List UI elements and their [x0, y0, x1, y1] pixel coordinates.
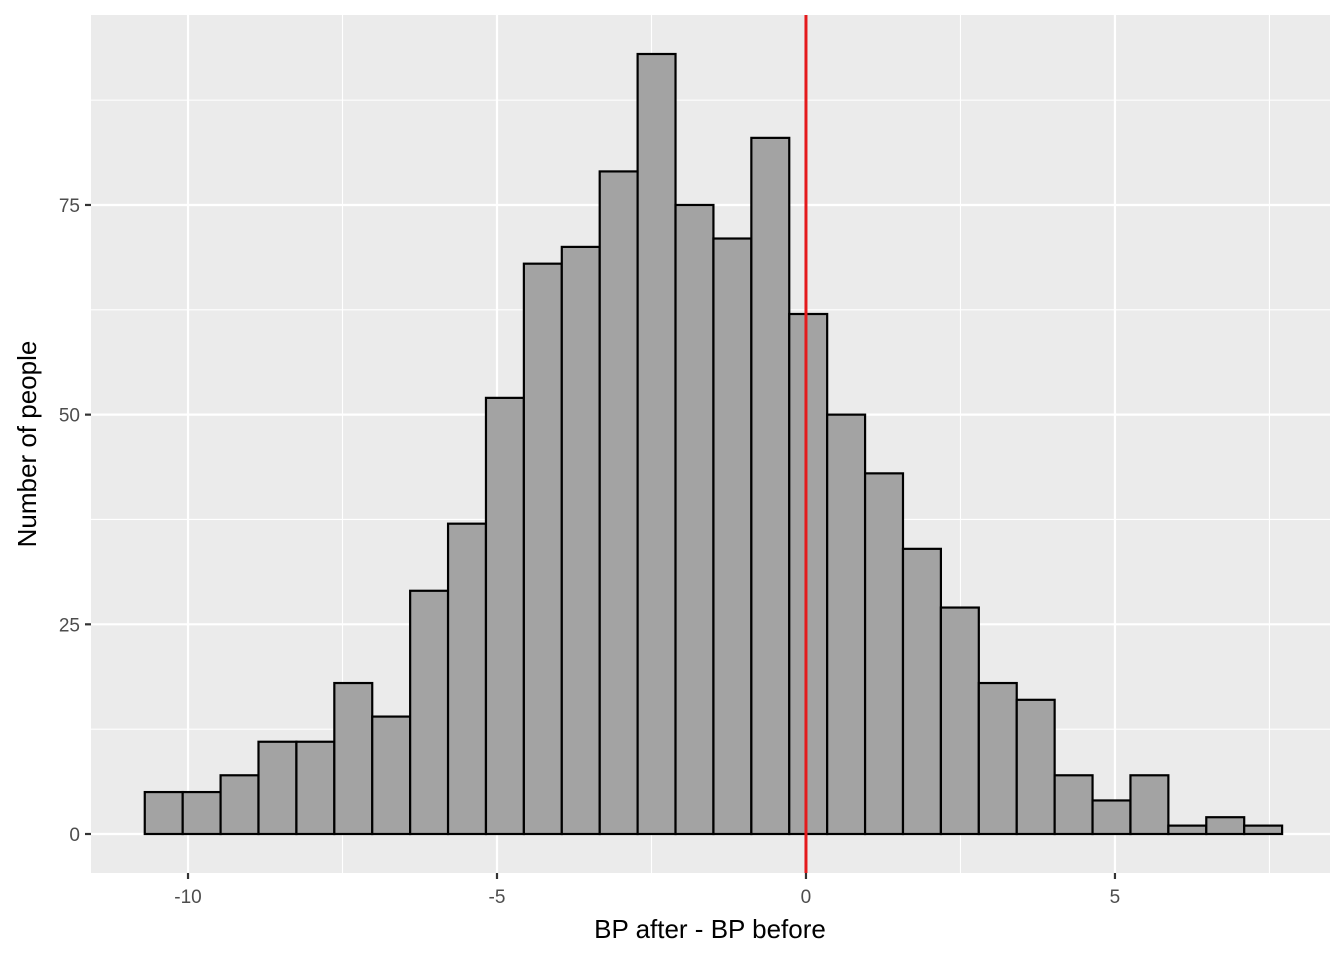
y-axis-title: Number of people — [12, 341, 42, 548]
x-tick-label: -10 — [174, 887, 201, 908]
histogram-bar — [219, 774, 260, 836]
histogram-bar — [560, 245, 601, 836]
histogram-bar — [788, 312, 829, 836]
histogram-bar — [143, 790, 184, 836]
x-tick-label: 5 — [1110, 887, 1121, 908]
histogram-bar — [371, 715, 412, 836]
histogram-bar — [863, 472, 905, 836]
x-axis: -10 -5 0 5 — [174, 873, 1120, 908]
histogram-bar — [446, 522, 488, 836]
histogram-bar — [1167, 824, 1208, 836]
histogram-bar — [1129, 774, 1170, 836]
histogram-bar — [939, 606, 980, 836]
histogram-bar — [750, 136, 791, 836]
histogram-bars — [143, 52, 1284, 836]
histogram-bar — [1053, 774, 1094, 836]
y-tick-label: 0 — [69, 825, 80, 846]
histogram-bar — [1205, 816, 1246, 836]
histogram-bar — [295, 740, 336, 836]
histogram-bar — [674, 203, 715, 836]
histogram-bar — [181, 790, 222, 836]
histogram-bar — [712, 237, 753, 836]
y-tick-label: 75 — [59, 196, 80, 217]
histogram-bar — [257, 740, 298, 836]
histogram-bar — [333, 681, 374, 836]
histogram-bar — [826, 413, 867, 836]
x-axis-title: BP after - BP before — [594, 914, 826, 944]
histogram-bar — [409, 589, 450, 836]
y-tick-label: 25 — [59, 615, 80, 636]
x-tick-label: 0 — [801, 887, 812, 908]
histogram-bar — [636, 52, 677, 836]
x-tick-label: -5 — [489, 887, 506, 908]
histogram-bar — [1243, 824, 1284, 836]
histogram-bar — [1091, 799, 1132, 836]
histogram-bar — [484, 396, 525, 836]
histogram-bar — [598, 170, 639, 836]
y-axis: 0 25 50 75 — [59, 196, 91, 846]
histogram-bar — [977, 681, 1018, 836]
histogram-bar — [1015, 698, 1056, 836]
histogram-bar — [901, 547, 943, 836]
histogram-bar — [522, 262, 563, 836]
y-tick-label: 50 — [59, 406, 80, 427]
